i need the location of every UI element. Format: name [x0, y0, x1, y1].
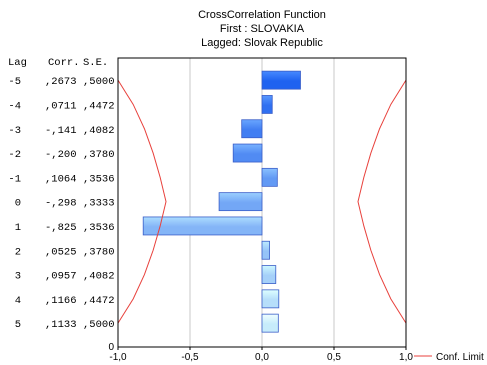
row-lag-label: 5	[15, 319, 21, 331]
chart-subtitle-lagged: Lagged: Slovak Republic	[201, 37, 323, 49]
row-se-label: ,3780	[83, 149, 115, 161]
chart-title: CrossCorrelation Function	[198, 9, 326, 21]
row-lag--3: -3 -,141 ,4082	[8, 125, 114, 137]
chart-subtitle-first: First : SLOVAKIA	[220, 23, 305, 35]
row-corr-label: -,200	[45, 149, 77, 161]
row-lag--1: -1 ,1064 ,3536	[8, 173, 114, 185]
row-se-label: ,4472	[83, 100, 115, 112]
bar-lag-1	[142, 216, 263, 236]
row-lag-1: 1 -,825 ,3536	[15, 222, 115, 234]
row-lag-3: 3 ,0957 ,4082	[15, 271, 115, 283]
row-lag-label: 4	[15, 295, 21, 307]
bars	[142, 70, 301, 333]
column-header-se: S.E.	[83, 57, 108, 69]
bar-lag--3	[241, 119, 263, 139]
row-lag-label: -1	[8, 173, 21, 185]
row-se-label: ,3536	[83, 173, 115, 185]
legend: Conf. Limit	[414, 352, 484, 363]
bar-lag--4	[261, 95, 273, 114]
row-corr-label: ,2673	[45, 76, 77, 88]
row-lag-label: 0	[15, 198, 21, 210]
x-tick-label-0: -1,0	[109, 352, 127, 363]
row-se-label: ,4472	[83, 295, 115, 307]
row-lag-label: 3	[15, 271, 21, 283]
row-lag-label: 2	[15, 246, 21, 258]
row-lag--5: -5 ,2673 ,5000	[8, 76, 114, 88]
x-tick-label-3: 0,5	[327, 352, 341, 363]
bar-lag-4	[261, 289, 280, 309]
bar-lag--2	[232, 143, 263, 163]
row-lag-label: -3	[8, 125, 21, 137]
row-corr-label: ,0711	[45, 100, 77, 112]
row-se-label: ,3333	[83, 198, 115, 210]
column-header-corr: Corr.	[48, 57, 80, 69]
conf-limit-lower	[117, 69, 167, 335]
row-lag-label: -2	[8, 149, 21, 161]
row-lag--4: -4 ,0711 ,4472	[8, 100, 114, 112]
x-axis-ticks: -1,0 -0,5 0,0 0,5 1,0	[109, 347, 413, 363]
x-tick-label-4: 1,0	[399, 352, 413, 363]
row-se-label: ,5000	[83, 76, 115, 88]
row-corr-label: ,1133	[45, 319, 77, 331]
bar-lag-3	[261, 265, 277, 284]
row-lag-0: 0 -,298 ,3333	[15, 198, 115, 210]
column-header-lag: Lag	[8, 57, 27, 69]
y-axis-zero-label: 0	[108, 342, 114, 353]
row-se-label: ,4082	[83, 271, 115, 283]
row-corr-label: -,141	[45, 125, 77, 137]
row-se-label: ,4082	[83, 125, 115, 137]
row-lag-5: 5 ,1133 ,5000	[15, 319, 115, 331]
row-lag-4: 4 ,1166 ,4472	[15, 295, 115, 307]
row-corr-label: ,1064	[45, 173, 77, 185]
x-tick-label-1: -0,5	[181, 352, 199, 363]
bar-lag--1	[261, 167, 278, 187]
row-lag-label: -5	[8, 76, 21, 88]
row-corr-label: -,825	[45, 222, 77, 234]
x-tick-label-2: 0,0	[255, 352, 269, 363]
row-corr-label: ,0957	[45, 271, 77, 283]
conf-limit-upper	[357, 69, 407, 335]
row-se-label: ,3536	[83, 222, 115, 234]
row-lag-2: 2 ,0525 ,3780	[15, 246, 115, 258]
row-corr-label: ,1166	[45, 295, 77, 307]
row-se-label: ,5000	[83, 319, 115, 331]
row-corr-label: -,298	[45, 198, 77, 210]
row-lag-label: 1	[15, 222, 21, 234]
conf-limit-lines	[117, 69, 407, 335]
row-lag--2: -2 -,200 ,3780	[8, 149, 114, 161]
legend-conf-limit-label: Conf. Limit	[436, 352, 484, 363]
bar-lag-2	[261, 240, 270, 260]
bar-lag--5	[261, 70, 301, 90]
bar-lag-5	[261, 313, 279, 333]
row-labels: -5 ,2673 ,5000 -4 ,0711 ,4472 -3 -,141 ,4082 -2 -,…	[8, 76, 114, 331]
row-se-label: ,3780	[83, 246, 115, 258]
row-lag-label: -4	[8, 100, 21, 112]
row-corr-label: ,0525	[45, 246, 77, 258]
bar-lag-0	[218, 192, 263, 212]
